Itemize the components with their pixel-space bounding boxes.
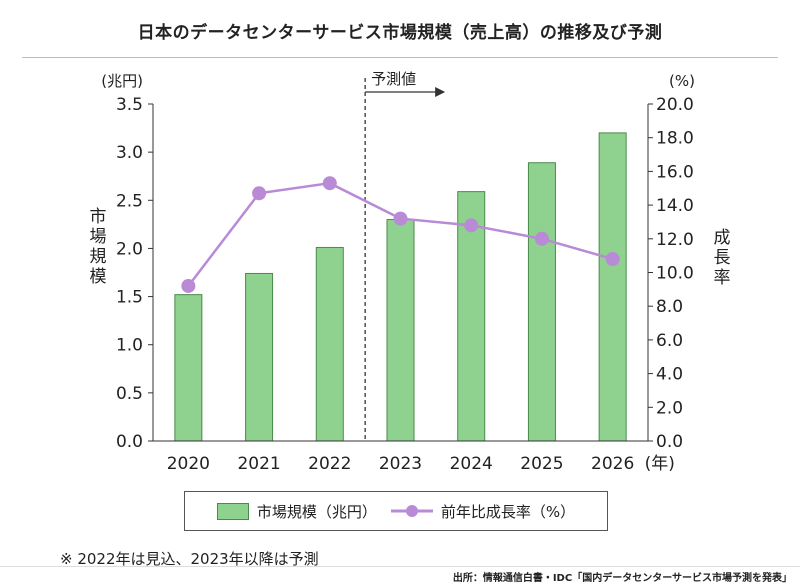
forecast-arrow-head <box>435 87 446 97</box>
bar-2021 <box>245 272 274 442</box>
growth-point-2026 <box>605 252 620 267</box>
x-tick-label-2024: 2024 <box>450 454 493 474</box>
chart-title: 日本のデータセンターサービス市場規模（売上高）の推移及び予測 <box>137 23 663 43</box>
legend-item-line: 前年比成長率（%） <box>390 501 576 522</box>
left-tick-label: 2.0 <box>116 239 143 259</box>
bar-series <box>174 132 627 442</box>
right-tick-label: 8.0 <box>656 297 683 317</box>
growth-point-2024 <box>464 218 479 233</box>
bar-2020 <box>174 294 203 442</box>
right-tick-label: 6.0 <box>656 331 683 351</box>
left-tick-label: 1.0 <box>116 336 143 356</box>
right-tick-label: 10.0 <box>656 264 694 284</box>
left-axis-unit: (兆円) <box>101 72 143 90</box>
legend-bar-label: 市場規模（兆円） <box>256 502 377 521</box>
right-axis-title: 成長率 <box>714 228 731 288</box>
bar-2022 <box>315 246 344 442</box>
legend-line-label: 前年比成長率（%） <box>440 502 576 521</box>
right-tick-label: 18.0 <box>656 129 694 149</box>
bar-2023 <box>386 219 415 442</box>
growth-point-2023 <box>393 211 408 226</box>
source-note: 出所：情報通信白書・IDC「国内データセンターサービス市場予測を発表」 <box>452 573 792 584</box>
title-divider <box>22 57 778 58</box>
x-tick-label-2026: 2026 <box>591 454 634 474</box>
bar-2024 <box>457 191 486 442</box>
left-axis-title-char: 市 <box>90 207 107 227</box>
legend: 市場規模（兆円） 前年比成長率（%） <box>184 491 608 531</box>
forecast-label: 予測値 <box>371 70 416 88</box>
right-tick-label: 16.0 <box>656 162 694 182</box>
left-tick-label: 0.5 <box>116 384 143 404</box>
left-tick-label: 1.5 <box>116 288 143 308</box>
left-tick-label: 2.5 <box>116 191 143 211</box>
legend-bar-swatch <box>216 502 249 520</box>
x-tick-label-2021: 2021 <box>237 454 280 474</box>
line-series <box>181 176 620 293</box>
legend-item-bar: 市場規模（兆円） <box>216 501 377 522</box>
x-tick-label-2025: 2025 <box>520 454 563 474</box>
left-tick-label: 0.0 <box>116 432 143 452</box>
axes <box>148 78 653 442</box>
left-axis-title-char: 場 <box>90 227 107 247</box>
growth-point-2020 <box>181 278 196 293</box>
growth-point-2021 <box>252 186 267 201</box>
left-tick-label: 3.0 <box>116 143 143 163</box>
left-tick-label: 3.5 <box>116 95 143 115</box>
x-axis-unit: (年) <box>645 454 675 474</box>
growth-point-2022 <box>322 176 337 191</box>
left-axis-title: 市場規模 <box>90 207 107 287</box>
right-tick-label: 2.0 <box>656 398 683 418</box>
right-tick-label: 0.0 <box>656 432 683 452</box>
x-tick-label-2020: 2020 <box>167 454 210 474</box>
right-axis-unit: (%) <box>669 72 695 90</box>
right-axis-title-char: 率 <box>714 268 731 288</box>
growth-point-2025 <box>534 231 549 246</box>
x-tick-label-2023: 2023 <box>379 454 422 474</box>
right-axis-title-char: 長 <box>714 248 731 268</box>
right-tick-label: 12.0 <box>656 230 694 250</box>
axis-labels: 0.0 0.5 1.0 1.5 2.0 2.5 3.0 3.5 0.0 2.0 4.0 6.0 8.0 1… <box>90 70 731 474</box>
left-axis-title-char: 模 <box>90 267 107 287</box>
left-axis-title-char: 規 <box>90 247 107 267</box>
x-tick-label-2022: 2022 <box>308 454 351 474</box>
right-tick-label: 20.0 <box>656 95 694 115</box>
legend-line-swatch <box>390 505 433 517</box>
right-tick-label: 4.0 <box>656 365 683 385</box>
right-tick-label: 14.0 <box>656 196 694 216</box>
right-axis-title-char: 成 <box>714 228 731 248</box>
bar-2025 <box>527 162 556 442</box>
bar-2026 <box>598 132 627 442</box>
footer-divider <box>0 566 800 567</box>
footnote: ※ 2022年は見込、2023年以降は予測 <box>60 550 319 568</box>
combo-chart: 0.0 0.5 1.0 1.5 2.0 2.5 3.0 3.5 0.0 2.0 4.0 6.0 8.0 1… <box>90 70 731 474</box>
